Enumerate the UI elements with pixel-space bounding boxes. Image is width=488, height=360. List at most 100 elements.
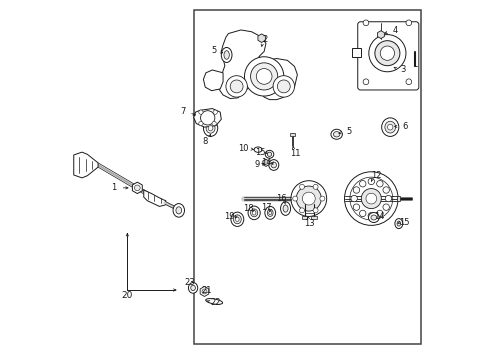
Text: 3: 3 [400, 66, 405, 75]
Text: 21: 21 [201, 286, 211, 295]
Circle shape [365, 193, 376, 204]
Circle shape [359, 180, 365, 187]
Ellipse shape [267, 152, 271, 157]
Circle shape [200, 111, 214, 125]
Circle shape [302, 192, 315, 205]
Ellipse shape [254, 147, 262, 152]
Ellipse shape [280, 202, 290, 215]
Circle shape [363, 79, 368, 85]
Polygon shape [193, 109, 221, 127]
Ellipse shape [396, 221, 400, 226]
Circle shape [349, 177, 392, 220]
Text: 6: 6 [402, 122, 407, 131]
Ellipse shape [367, 212, 378, 222]
Circle shape [359, 210, 365, 217]
Circle shape [244, 57, 283, 96]
Text: 17: 17 [260, 203, 271, 212]
Ellipse shape [283, 205, 287, 212]
Circle shape [272, 76, 294, 97]
Circle shape [312, 184, 317, 189]
Polygon shape [377, 31, 384, 39]
Ellipse shape [264, 150, 273, 158]
Text: 20: 20 [122, 291, 133, 300]
Circle shape [352, 204, 359, 210]
Ellipse shape [235, 217, 239, 221]
FancyBboxPatch shape [357, 22, 418, 90]
Ellipse shape [250, 209, 257, 217]
Text: 14: 14 [261, 158, 271, 167]
Circle shape [367, 178, 374, 185]
Ellipse shape [247, 206, 260, 220]
Circle shape [376, 180, 382, 187]
Circle shape [363, 20, 368, 26]
Ellipse shape [203, 120, 217, 136]
Circle shape [296, 186, 321, 211]
Text: 4: 4 [392, 26, 397, 35]
Ellipse shape [330, 129, 342, 139]
Circle shape [134, 185, 140, 191]
Circle shape [230, 80, 243, 93]
Ellipse shape [270, 162, 276, 168]
Circle shape [367, 212, 374, 219]
Ellipse shape [205, 298, 222, 304]
Circle shape [277, 80, 290, 93]
Text: 7: 7 [180, 107, 185, 116]
Circle shape [292, 196, 297, 201]
Circle shape [312, 208, 317, 213]
Bar [301, 216, 307, 219]
Polygon shape [218, 30, 297, 100]
Circle shape [405, 79, 411, 85]
Ellipse shape [387, 124, 392, 130]
Circle shape [374, 41, 399, 66]
Ellipse shape [190, 285, 195, 291]
Text: 8: 8 [202, 137, 207, 146]
Polygon shape [74, 152, 98, 178]
Ellipse shape [268, 211, 271, 215]
Text: 19: 19 [224, 212, 234, 221]
Text: 5: 5 [346, 127, 351, 136]
Ellipse shape [384, 121, 395, 133]
Ellipse shape [252, 211, 255, 215]
Circle shape [405, 20, 411, 26]
Circle shape [385, 195, 391, 202]
Polygon shape [351, 48, 360, 57]
Text: 12: 12 [371, 171, 381, 180]
Text: 14: 14 [373, 212, 384, 221]
Polygon shape [263, 159, 268, 166]
Circle shape [344, 172, 397, 225]
Circle shape [256, 68, 271, 84]
Ellipse shape [176, 207, 181, 214]
Bar [397, 196, 400, 202]
Text: 23: 23 [184, 278, 194, 287]
Circle shape [213, 110, 217, 114]
Text: 15: 15 [255, 148, 265, 157]
Polygon shape [132, 182, 142, 194]
Text: 15: 15 [399, 219, 409, 228]
Text: 22: 22 [210, 298, 221, 307]
Text: 16: 16 [275, 194, 285, 203]
Text: 18: 18 [242, 204, 253, 213]
Circle shape [382, 187, 388, 193]
Ellipse shape [268, 159, 278, 170]
Text: 2: 2 [262, 36, 267, 45]
Circle shape [319, 196, 324, 201]
Circle shape [299, 208, 304, 213]
Ellipse shape [173, 203, 184, 217]
Circle shape [290, 181, 326, 216]
Polygon shape [143, 190, 165, 206]
Text: 1: 1 [111, 183, 117, 192]
Ellipse shape [208, 126, 212, 131]
Ellipse shape [333, 132, 339, 137]
Text: 9: 9 [254, 160, 259, 169]
Ellipse shape [221, 48, 231, 63]
Circle shape [198, 110, 203, 114]
Circle shape [225, 76, 247, 97]
Circle shape [250, 63, 277, 90]
Circle shape [352, 187, 359, 193]
Circle shape [368, 35, 405, 72]
Circle shape [350, 195, 357, 202]
Circle shape [212, 121, 216, 126]
Circle shape [198, 121, 203, 126]
Circle shape [382, 204, 388, 210]
Ellipse shape [205, 123, 215, 133]
